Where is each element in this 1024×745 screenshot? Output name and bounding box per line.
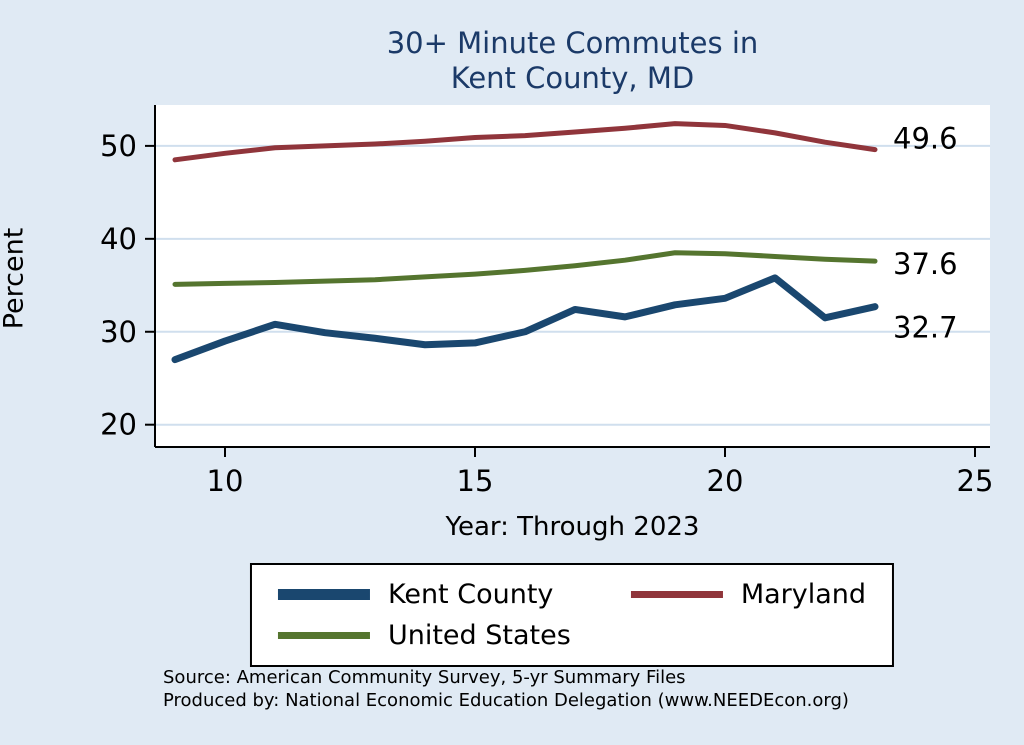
x-tick-label: 15 <box>457 464 494 498</box>
source-line2: Produced by: National Economic Education… <box>163 690 849 712</box>
y-tick-label: 40 <box>100 222 137 256</box>
x-tick-label: 25 <box>957 464 994 498</box>
legend-item-kent-county: Kent County <box>277 579 571 610</box>
series-line-maryland <box>172 121 878 163</box>
legend-item-maryland: Maryland <box>630 579 867 610</box>
chart-title: 30+ Minute Commutes in Kent County, MD <box>155 26 990 97</box>
chart-title-line2: Kent County, MD <box>450 61 695 96</box>
legend-item-united-states: United States <box>277 620 571 651</box>
chart-title-line1: 30+ Minute Commutes in <box>386 26 759 60</box>
y-axis-label: Percent <box>0 227 30 330</box>
series-line-kent-county <box>171 274 879 364</box>
end-label-maryland: 49.6 <box>893 122 958 156</box>
legend-label-kent-county: Kent County <box>387 579 554 610</box>
legend-label-united-states: United States <box>387 620 571 651</box>
end-label-united-states: 37.6 <box>893 247 958 281</box>
legend-swatch-maryland <box>630 591 723 598</box>
end-label-kent-county: 32.7 <box>893 311 958 345</box>
legend: Kent County Maryland United States <box>249 563 895 667</box>
source-note: Source: American Community Survey, 5-yr … <box>163 666 849 713</box>
series-line-united-states <box>172 250 878 287</box>
legend-swatch-kent-county <box>277 589 370 600</box>
x-axis-label: Year: Through 2023 <box>445 512 700 542</box>
legend-swatch-united-states <box>277 632 370 639</box>
plot-area <box>155 105 990 447</box>
source-line1: Source: American Community Survey, 5-yr … <box>163 667 686 688</box>
y-tick-label: 50 <box>100 129 137 163</box>
y-tick-label: 30 <box>100 315 137 349</box>
x-tick-label: 10 <box>207 464 244 498</box>
y-tick-label: 20 <box>100 408 137 442</box>
x-tick-label: 20 <box>707 464 744 498</box>
legend-label-maryland: Maryland <box>740 579 867 610</box>
